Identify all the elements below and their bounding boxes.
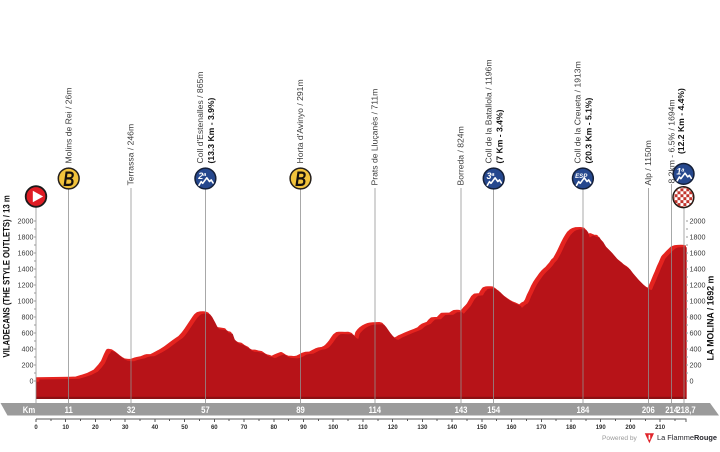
svg-text:Coll d'Estenalles / 865m: Coll d'Estenalles / 865m [195,72,205,164]
svg-text:0: 0 [690,376,694,385]
svg-text:(7 Km - 3.4%): (7 Km - 3.4%) [495,109,505,163]
svg-text:1200: 1200 [690,280,706,289]
svg-text:150: 150 [477,425,488,431]
svg-text:214: 214 [665,404,678,415]
svg-text:Molins de Rei / 26m: Molins de Rei / 26m [63,88,73,164]
svg-text:20: 20 [92,425,99,431]
svg-text:60: 60 [211,425,218,431]
svg-text:3a: 3a [487,171,495,181]
svg-text:0: 0 [34,425,38,431]
svg-text:1600: 1600 [690,248,706,257]
svg-text:184: 184 [576,404,589,415]
svg-text:170: 170 [536,425,547,431]
svg-text:180: 180 [566,425,577,431]
svg-text:Borreda / 824m: Borreda / 824m [456,126,466,185]
svg-text:(13.3 Km - 3.9%): (13.3 Km - 3.9%) [206,97,216,163]
svg-text:800: 800 [22,312,34,321]
svg-text:2000: 2000 [690,216,706,225]
svg-text:Terrassa / 246m: Terrassa / 246m [126,124,136,186]
svg-text:ESP: ESP [575,173,588,180]
svg-text:11: 11 [65,404,73,415]
svg-text:800: 800 [690,312,702,321]
svg-text:32: 32 [127,404,136,415]
svg-text:10: 10 [62,425,69,431]
svg-text:600: 600 [22,328,34,337]
svg-text:1400: 1400 [690,264,706,273]
svg-text:La FlammeRouge: La FlammeRouge [657,433,717,442]
svg-text:30: 30 [122,425,129,431]
svg-text:(12.2 Km - 4.4%): (12.2 Km - 4.4%) [676,88,686,154]
svg-text:1800: 1800 [18,232,34,241]
svg-text:40: 40 [152,425,159,431]
svg-text:50: 50 [181,425,188,431]
svg-text:160: 160 [506,425,517,431]
svg-text:1200: 1200 [18,280,34,289]
svg-text:210: 210 [655,425,666,431]
svg-text:400: 400 [690,344,702,353]
svg-text:154: 154 [487,404,500,415]
svg-text:0: 0 [30,376,34,385]
svg-text:80: 80 [270,425,277,431]
svg-text:57: 57 [201,404,210,415]
svg-text:2a: 2a [197,171,206,181]
svg-text:100: 100 [328,425,339,431]
svg-text:Horta d'Avinyo / 291m: Horta d'Avinyo / 291m [295,79,305,163]
svg-text:190: 190 [596,425,607,431]
svg-text:Alp / 1150m: Alp / 1150m [643,140,653,185]
svg-text:(20.3 Km - 5.1%): (20.3 Km - 5.1%) [584,97,594,163]
svg-text:1000: 1000 [18,296,34,305]
svg-text:1a: 1a [676,167,684,177]
svg-text:VILADECANS (THE STYLE OUTLETS): VILADECANS (THE STYLE OUTLETS) / 13 m [2,195,12,357]
svg-text:Coll de la Creueta / 1913m: Coll de la Creueta / 1913m [573,61,583,163]
svg-text:LA MOLINA / 1692 m: LA MOLINA / 1692 m [705,276,715,361]
svg-text:1000: 1000 [690,296,706,305]
svg-text:114: 114 [369,404,382,415]
svg-text:70: 70 [241,425,248,431]
svg-text:B: B [295,166,306,190]
svg-text:1400: 1400 [18,264,34,273]
svg-text:Coll de la Batallola / 1196m: Coll de la Batallola / 1196m [483,60,493,164]
svg-text:Powered by: Powered by [602,435,638,442]
svg-text:8.2km - 6.5% / 1694m: 8.2km - 6.5% / 1694m [666,99,676,183]
svg-text:1600: 1600 [18,248,34,257]
svg-text:140: 140 [447,425,458,431]
svg-text:143: 143 [455,404,468,415]
svg-text:600: 600 [690,328,702,337]
svg-text:218,7: 218,7 [676,404,695,415]
svg-text:400: 400 [22,344,34,353]
svg-text:B: B [63,166,74,190]
svg-text:200: 200 [690,360,702,369]
svg-text:200: 200 [22,360,34,369]
svg-text:89: 89 [296,404,305,415]
svg-text:Prats de Lluçanès / 711m: Prats de Lluçanès / 711m [369,89,379,186]
svg-text:2000: 2000 [18,216,34,225]
svg-text:Km: Km [23,404,36,415]
svg-text:120: 120 [388,425,399,431]
svg-text:1800: 1800 [690,232,706,241]
svg-text:90: 90 [300,425,307,431]
svg-text:110: 110 [358,425,368,431]
svg-text:130: 130 [417,425,428,431]
svg-text:200: 200 [625,425,636,431]
svg-text:206: 206 [642,404,655,415]
